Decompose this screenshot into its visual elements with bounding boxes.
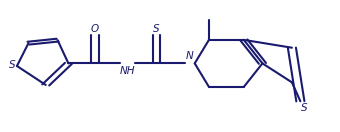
Text: NH: NH — [120, 66, 135, 76]
Text: S: S — [153, 24, 160, 34]
Text: S: S — [9, 60, 16, 70]
Text: N: N — [186, 51, 193, 61]
Text: S: S — [301, 103, 307, 113]
Text: O: O — [91, 24, 99, 34]
